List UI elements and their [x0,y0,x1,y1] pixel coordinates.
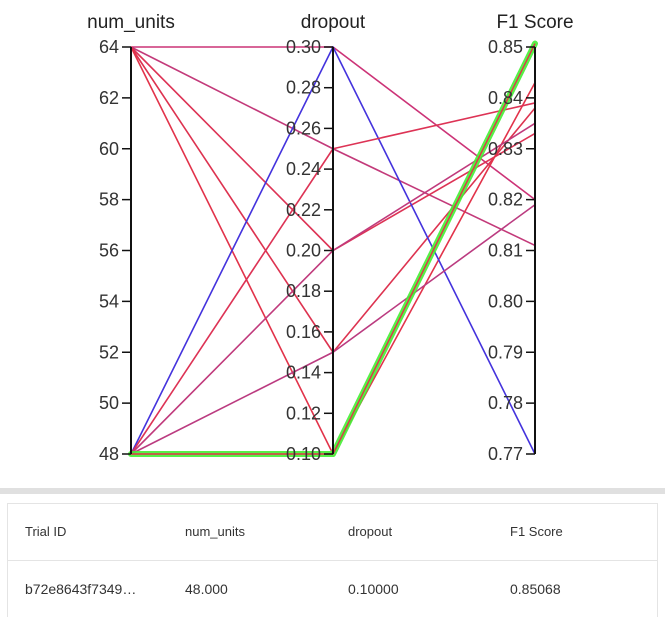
tick-label-num-units: 50 [99,393,119,413]
tick-label-f1-score: 0.85 [488,37,523,57]
header-dropout: dropout [348,524,393,539]
tick-label-dropout: 0.20 [286,241,321,261]
tick-label-f1-score: 0.83 [488,139,523,159]
tick-label-num-units: 62 [99,88,119,108]
tick-label-num-units: 64 [99,37,119,57]
header-f1-score: F1 Score [510,524,563,539]
tick-label-f1-score: 0.84 [488,88,523,108]
tick-label-dropout: 0.30 [286,37,321,57]
axis-title-f1-score: F1 Score [496,12,573,33]
header-trial-id: Trial ID [25,524,67,539]
cell-trial-id: b72e8643f7349… [25,581,137,597]
cell-f1-score: 0.85068 [510,581,561,597]
axis-title-num-units: num_units [87,12,175,33]
table-row[interactable]: b72e8643f7349… 48.000 0.10000 0.85068 [8,561,657,617]
tick-label-dropout: 0.18 [286,281,321,301]
tick-label-num-units: 48 [99,444,119,464]
tick-label-f1-score: 0.82 [488,190,523,210]
axis-title-dropout: dropout [301,12,366,33]
tick-label-f1-score: 0.77 [488,444,523,464]
tick-label-dropout: 0.26 [286,118,321,138]
cell-num-units: 48.000 [185,581,228,597]
tick-label-num-units: 58 [99,190,119,210]
header-num-units: num_units [185,524,245,539]
parallel-coordinates-chart: num_units 48 50 52 54 56 58 60 62 64 dropout 0.10 0.… [87,12,573,464]
tick-label-f1-score: 0.78 [488,393,523,413]
tick-label-num-units: 52 [99,342,119,362]
section-divider [0,488,665,494]
table-header-row: Trial ID num_units dropout F1 Score [8,504,657,561]
tick-label-f1-score: 0.81 [488,241,523,261]
chart-svg: num_units 48 50 52 54 56 58 60 62 64 dropout 0.10 0.… [87,12,573,464]
tick-label-dropout: 0.24 [286,159,321,179]
tick-label-f1-score: 0.80 [488,291,523,311]
tick-label-num-units: 54 [99,291,119,311]
tick-label-dropout: 0.16 [286,322,321,342]
tick-label-f1-score: 0.79 [488,342,523,362]
trial-table: Trial ID num_units dropout F1 Score b72e… [7,503,658,617]
axes: num_units 48 50 52 54 56 58 60 62 64 dropout 0.10 0.… [87,12,573,464]
tick-label-dropout: 0.22 [286,200,321,220]
tick-label-dropout: 0.28 [286,78,321,98]
tick-label-num-units: 60 [99,139,119,159]
tick-label-dropout: 0.10 [286,444,321,464]
cell-dropout: 0.10000 [348,581,399,597]
tick-label-num-units: 56 [99,241,119,261]
tick-label-dropout: 0.14 [286,363,321,383]
tick-label-dropout: 0.12 [286,403,321,423]
